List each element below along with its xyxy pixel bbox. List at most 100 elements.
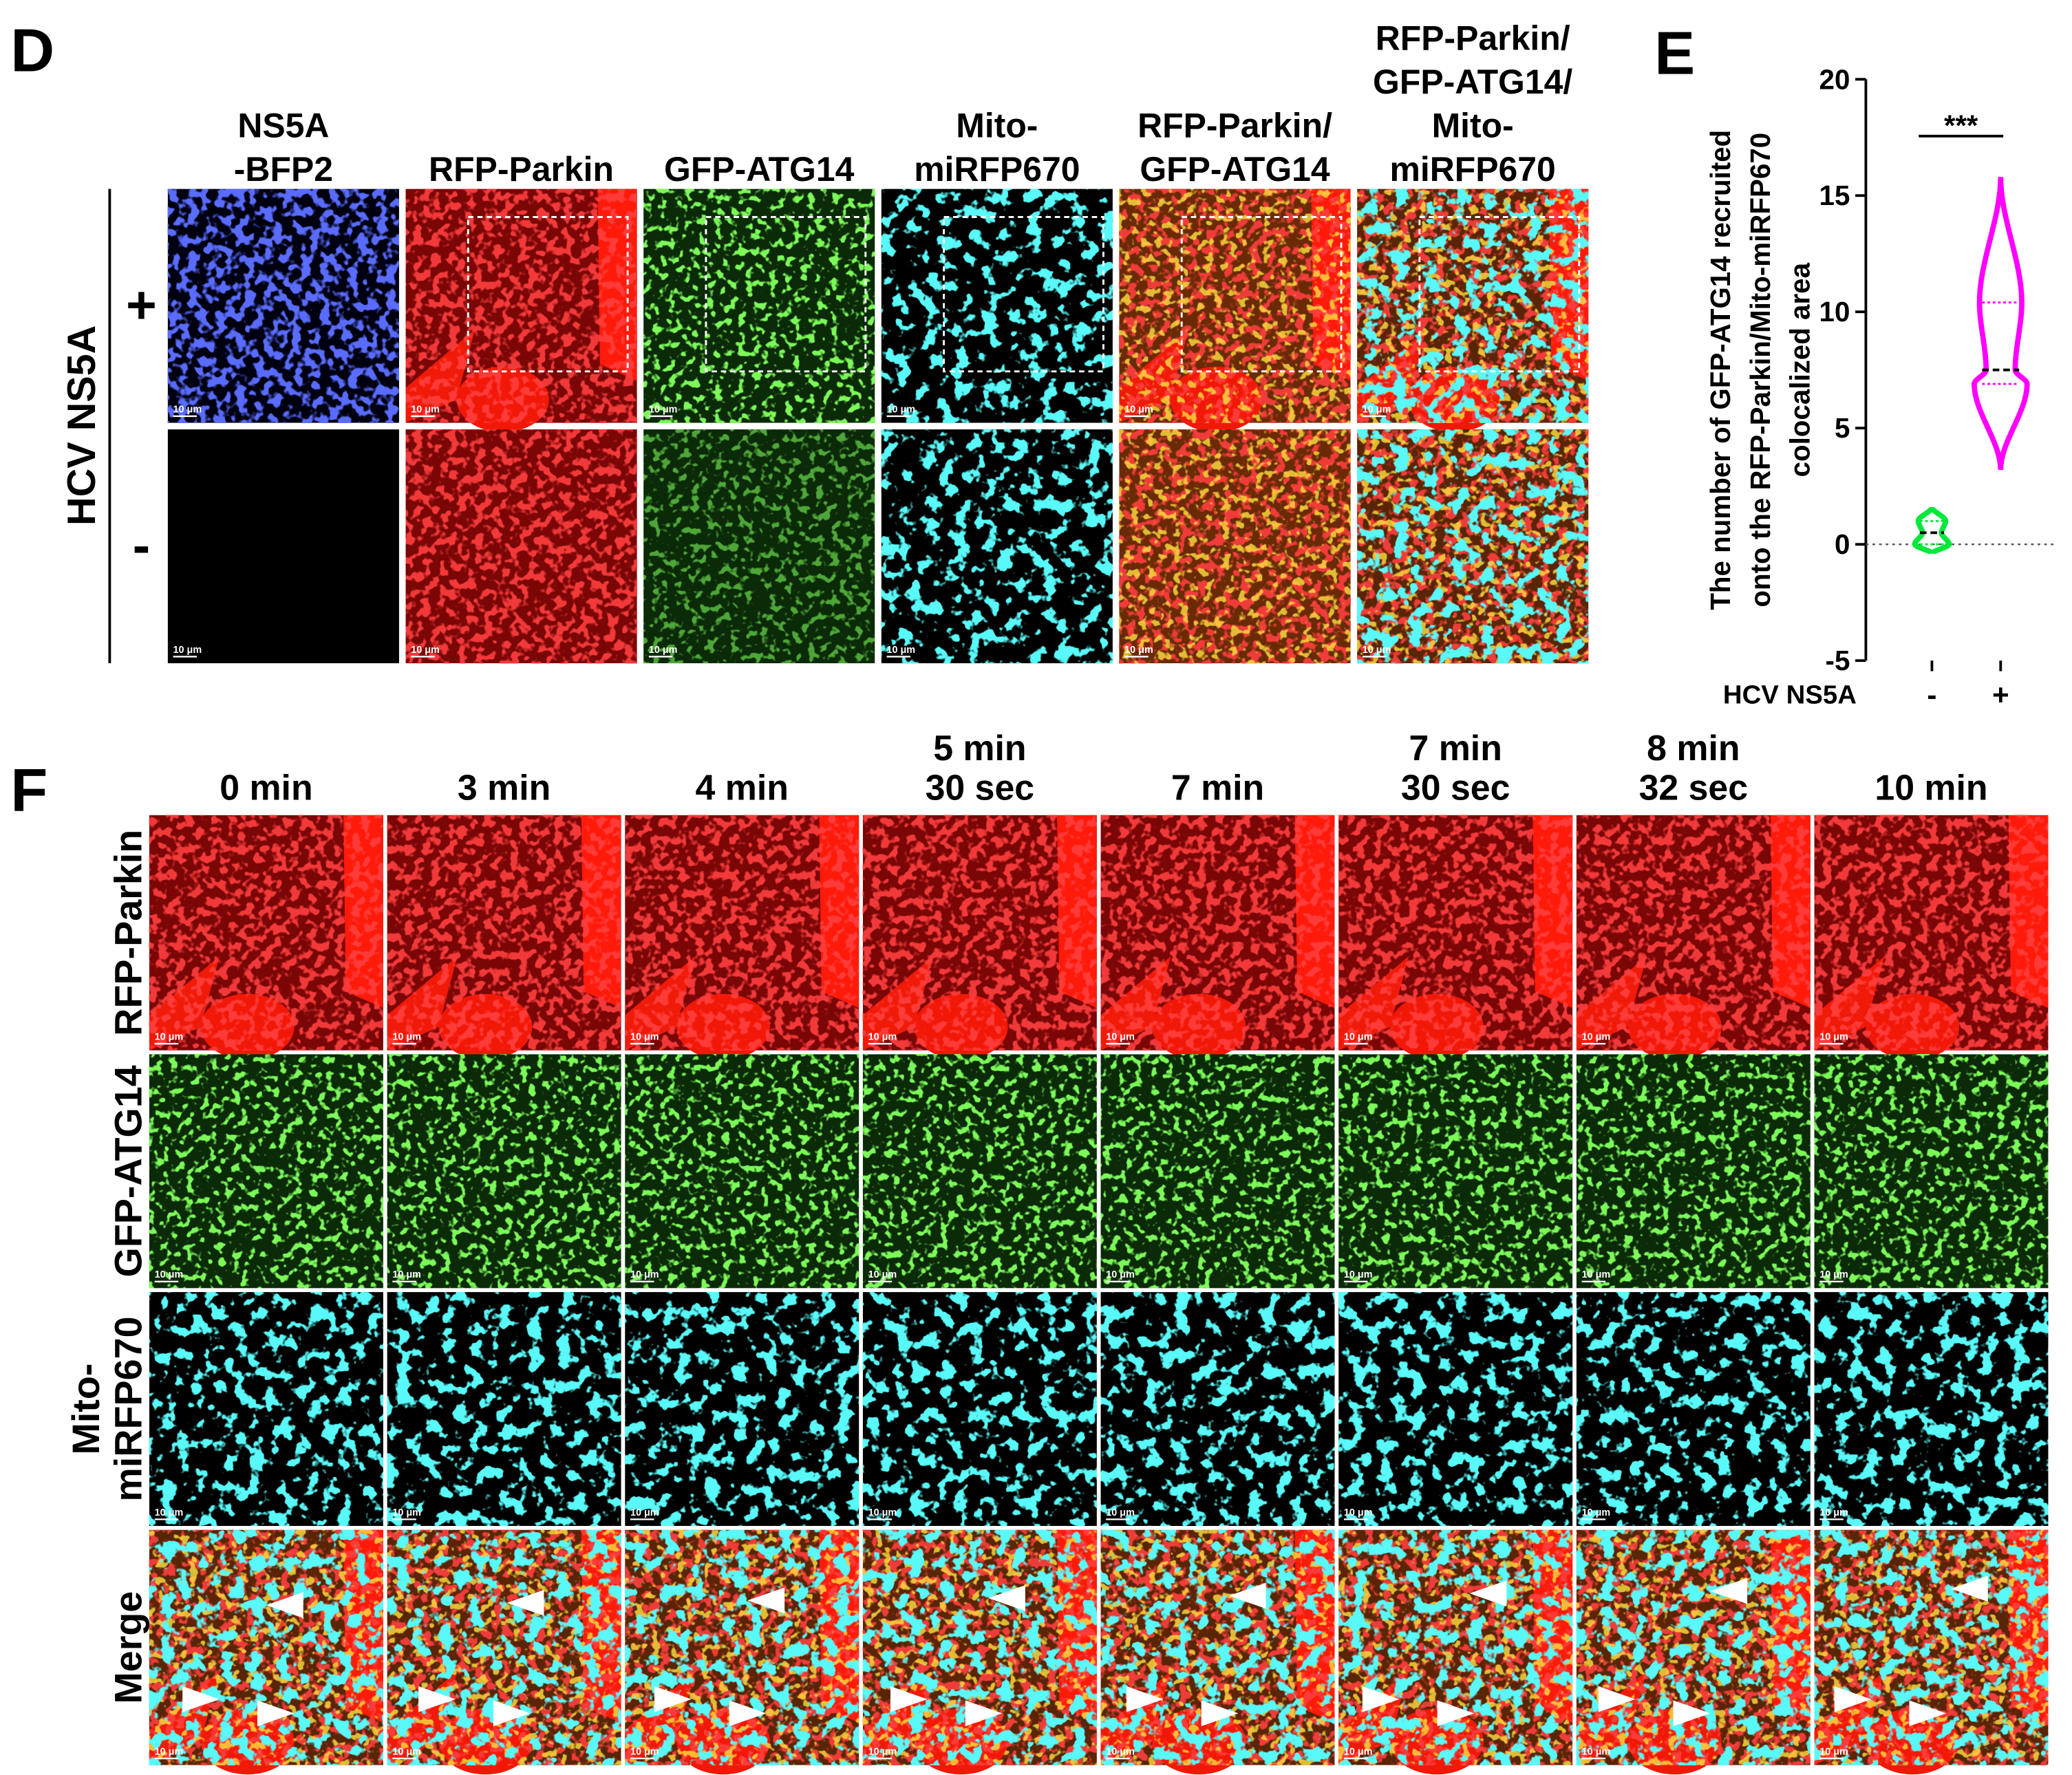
scale-bar-label: 10 μm [887, 645, 916, 656]
arrowhead [890, 1686, 928, 1712]
arrowhead [1710, 1578, 1748, 1604]
micrograph: 10 μm [1338, 1529, 1573, 1775]
arrowhead [266, 1592, 303, 1618]
x-tick-label: - [1927, 679, 1936, 711]
micrograph: 10 μm [625, 1054, 859, 1289]
micrograph-signal [1576, 815, 1811, 1051]
micrograph: 10 μm [862, 1292, 1097, 1526]
micrograph-signal [643, 189, 875, 423]
arrowhead [965, 1700, 1003, 1727]
scale-bar-label: 10 μm [1106, 1746, 1135, 1757]
micrograph-signal [1357, 189, 1589, 423]
row-label: miRFP670 [107, 1316, 149, 1501]
scale-bar-label: 10 μm [1344, 1507, 1373, 1518]
time-header: 3 min [458, 768, 551, 808]
micrograph-signal [405, 189, 637, 423]
micrograph-signal [862, 815, 1097, 1051]
micrograph: 10 μm [862, 1529, 1097, 1775]
micrograph-signal [1576, 1054, 1811, 1289]
micrograph-signal [625, 1529, 859, 1765]
y-tick-label: 15 [1819, 180, 1850, 211]
column-header: GFP-ATG14 [1140, 150, 1330, 189]
micrograph-signal [862, 1054, 1097, 1289]
column-header: RFP-Parkin/ [1138, 106, 1332, 144]
micrograph: 10 μm [1100, 815, 1335, 1060]
scale-bar-label: 10 μm [173, 645, 202, 656]
arrowhead [1469, 1580, 1507, 1606]
micrograph-background [167, 429, 399, 664]
arrowhead [418, 1686, 456, 1712]
scale-bar-label: 10 μm [630, 1269, 659, 1280]
time-header: 7 min [1409, 728, 1502, 768]
micrograph-signal [387, 1292, 621, 1526]
row-group-label: HCV NS5A [60, 325, 104, 526]
scale-bar-label: 10 μm [868, 1746, 897, 1757]
micrograph-signal [881, 429, 1113, 664]
column-header: miRFP670 [914, 150, 1080, 189]
micrograph-signal [862, 1292, 1097, 1526]
column-header: GFP-ATG14/ [1373, 63, 1572, 101]
micrograph: 10 μm [862, 815, 1097, 1060]
micrograph: 10 μm [881, 189, 1113, 423]
scale-bar-label: 10 μm [649, 645, 678, 656]
scale-bar-label: 10 μm [1124, 404, 1153, 415]
micrograph-signal [167, 189, 399, 423]
scale-bar-label: 10 μm [1582, 1507, 1611, 1518]
scale-bar-label: 10 μm [1344, 1746, 1373, 1757]
row-label: Mito- [65, 1364, 107, 1455]
micrograph-signal [149, 815, 383, 1051]
scale-bar-label: 10 μm [630, 1031, 659, 1042]
row-label: RFP-Parkin [107, 830, 149, 1036]
micrograph: 10 μm [881, 429, 1113, 664]
column-header: miRFP670 [1389, 150, 1555, 189]
scale-bar-label: 10 μm [868, 1507, 897, 1518]
scale-bar-label: 10 μm [1819, 1031, 1848, 1042]
time-header: 30 sec [1401, 768, 1510, 808]
micrograph: 10 μm [1576, 1054, 1811, 1289]
micrograph: 10 μm [387, 1054, 621, 1289]
micrograph-signal [1814, 1054, 2049, 1289]
micrograph: 10 μm [1119, 429, 1351, 664]
zoom-box [1180, 215, 1343, 373]
scale-bar-label: 10 μm [155, 1507, 184, 1518]
micrograph-signal [1100, 1054, 1335, 1289]
arrowhead [1834, 1686, 1872, 1712]
micrograph: 10 μm [1814, 1292, 2049, 1526]
scale-bar-label: 10 μm [1363, 645, 1391, 656]
micrograph-signal [1338, 1529, 1573, 1765]
micrograph-signal [387, 1054, 621, 1289]
scale-bar-label: 10 μm [155, 1269, 184, 1280]
micrograph-signal [1576, 1529, 1811, 1765]
row-label: GFP-ATG14 [107, 1065, 149, 1277]
micrograph: 10 μm [1576, 1292, 1811, 1526]
scale-bar-label: 10 μm [1344, 1269, 1373, 1280]
micrograph: 10 μm [1357, 189, 1589, 433]
time-header: 0 min [220, 768, 312, 808]
scale-bar-label: 10 μm [630, 1507, 659, 1518]
scale-bar-label: 10 μm [411, 404, 440, 415]
y-tick-label: 10 [1819, 296, 1850, 327]
micrograph: 10 μm [387, 815, 621, 1060]
micrograph: 10 μm [1100, 1054, 1335, 1289]
zoom-box [705, 215, 867, 373]
micrograph: 10 μm [149, 815, 383, 1060]
micrograph: 10 μm [1576, 815, 1811, 1060]
row-label: Merge [107, 1591, 149, 1704]
arrowhead [257, 1700, 295, 1727]
scale-bar-label: 10 μm [1582, 1031, 1611, 1042]
time-header: 7 min [1171, 768, 1264, 808]
arrowhead [1362, 1686, 1400, 1712]
micrograph: 10 μm [149, 1054, 383, 1289]
micrograph: 10 μm [625, 1529, 859, 1775]
micrograph: 10 μm [625, 815, 859, 1060]
micrograph: 10 μm [1100, 1292, 1335, 1526]
micrograph: 10 μm [405, 189, 637, 433]
micrograph: 10 μm [1814, 815, 2049, 1060]
micrograph: 10 μm [405, 429, 637, 664]
arrowhead [1126, 1686, 1164, 1712]
scale-bar-label: 10 μm [1344, 1031, 1373, 1042]
scale-bar-label: 10 μm [630, 1746, 659, 1757]
arrowhead [1909, 1700, 1947, 1727]
y-axis-label: colocalized area [1784, 262, 1815, 477]
